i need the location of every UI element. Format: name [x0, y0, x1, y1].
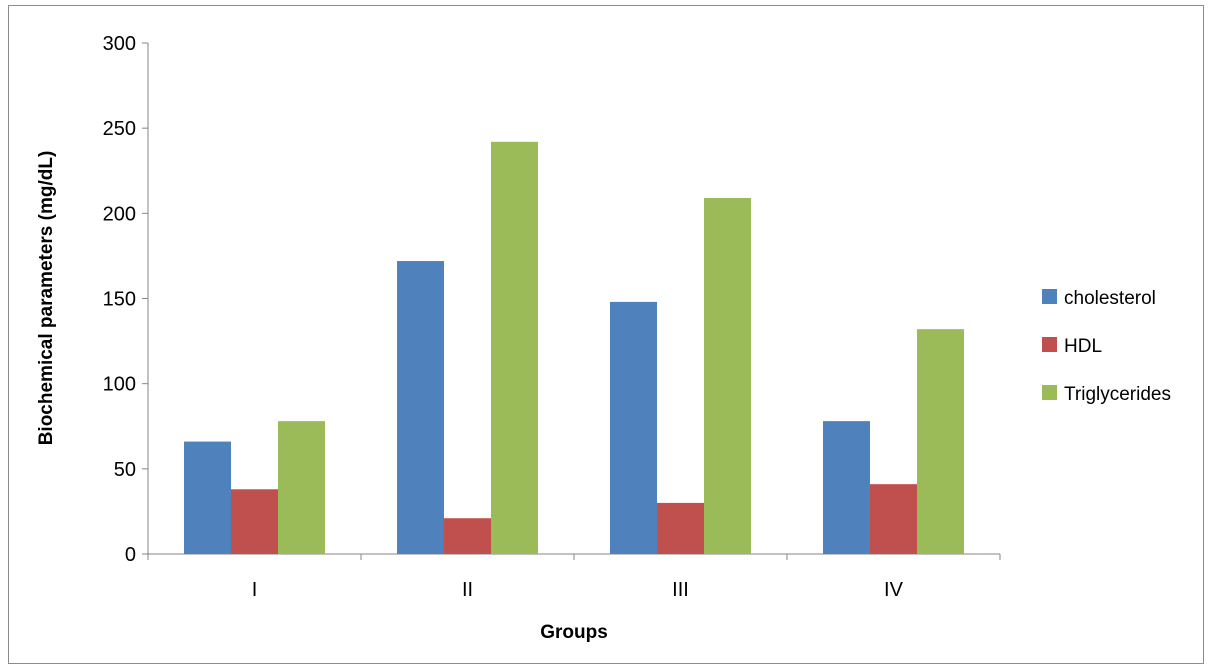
y-tick-label: 300 — [103, 33, 136, 55]
bar-triglycerides-III — [704, 198, 751, 554]
legend-swatch — [1042, 385, 1057, 400]
x-axis: I II III IV — [147, 553, 1001, 601]
legend-label: HDL — [1064, 336, 1102, 357]
bar-cholesterol-III — [610, 301, 657, 554]
legend-label: cholesterol — [1064, 288, 1156, 309]
x-axis-title: Groups — [540, 622, 608, 643]
bar-hdl-III — [657, 502, 704, 554]
legend-label: Triglycerides — [1064, 384, 1171, 405]
bar-triglycerides-I — [278, 421, 325, 554]
x-tick-label: II — [462, 579, 473, 601]
bar-cholesterol-II — [397, 261, 444, 554]
y-axis-title: Biochemical parameters (mg/dL) — [36, 151, 57, 446]
y-tick-label: 250 — [103, 118, 136, 140]
y-tick-label: 150 — [103, 289, 136, 311]
legend-swatch — [1042, 289, 1057, 304]
x-tick-label: III — [672, 579, 689, 601]
bar-cholesterol-I — [184, 441, 231, 554]
y-axis: 0 50 100 150 200 250 300 — [103, 33, 149, 566]
bar-hdl-II — [444, 518, 491, 554]
bar-cholesterol-IV — [823, 421, 870, 554]
bar-triglycerides-IV — [917, 329, 964, 554]
legend-swatch — [1042, 337, 1057, 352]
y-tick-label: 200 — [103, 203, 136, 225]
legend: cholesterol HDL Triglycerides — [1042, 288, 1171, 405]
bar-hdl-IV — [870, 484, 917, 554]
bars — [184, 141, 964, 554]
bar-triglycerides-II — [491, 141, 538, 554]
x-tick-label: I — [252, 579, 258, 601]
y-tick-label: 100 — [103, 374, 136, 396]
y-tick-label: 50 — [114, 459, 136, 481]
y-tick-label: 0 — [125, 544, 136, 566]
x-tick-label: IV — [884, 579, 904, 601]
bar-hdl-I — [231, 489, 278, 554]
